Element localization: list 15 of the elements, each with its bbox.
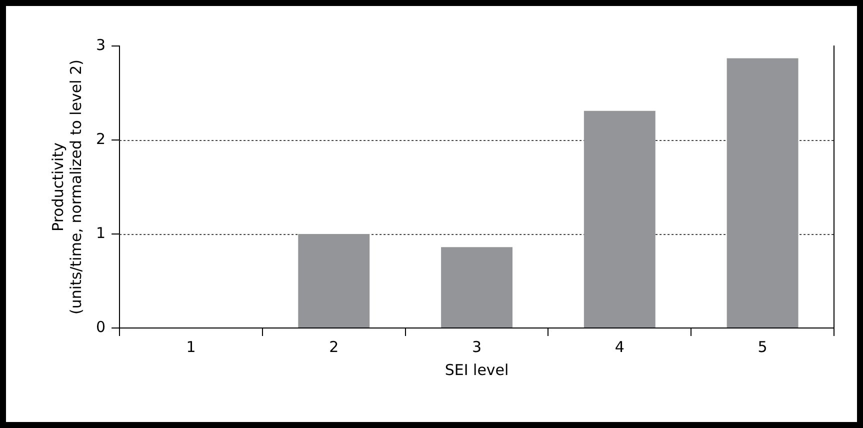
y-tick-label: 2	[96, 130, 106, 148]
x-tick-label: 5	[758, 338, 768, 356]
y-tick-label: 0	[96, 318, 106, 336]
bar	[584, 110, 656, 328]
y-axis-title: Productivity (units/time, normalized to level 2)	[48, 60, 85, 314]
bar	[298, 234, 370, 328]
x-tick-label: 1	[186, 338, 196, 356]
y-tick-label: 1	[96, 224, 106, 242]
x-axis-title: SEI level	[444, 360, 509, 379]
bar	[726, 58, 798, 328]
x-tick-label: 4	[614, 338, 624, 356]
x-tick-label: 2	[329, 338, 339, 356]
bar	[441, 247, 512, 328]
x-tick-label: 3	[472, 338, 482, 356]
y-tick-label: 3	[96, 36, 106, 54]
